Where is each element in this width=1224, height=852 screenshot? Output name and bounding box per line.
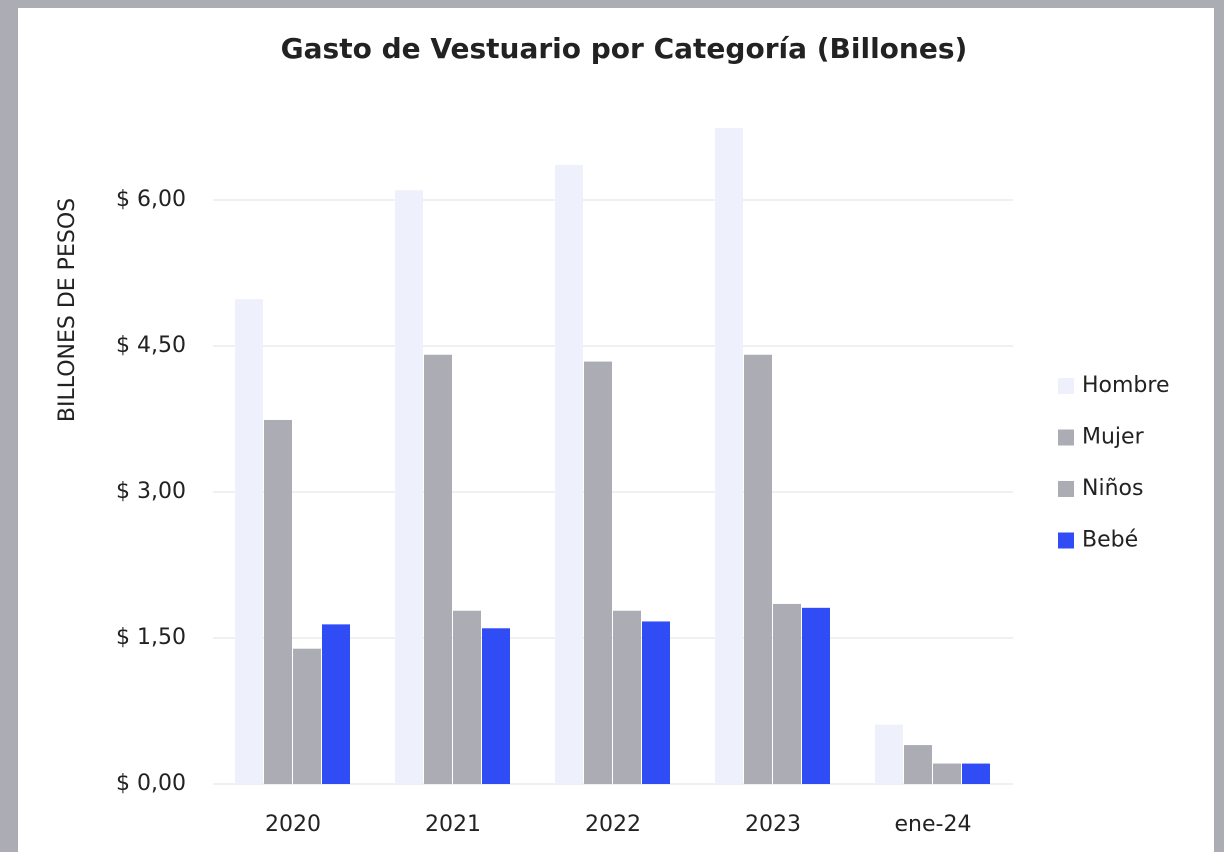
legend-label: Niños bbox=[1082, 476, 1143, 501]
x-tick-label: 2021 bbox=[425, 812, 481, 837]
bar bbox=[962, 763, 990, 784]
x-tick-label: 2022 bbox=[585, 812, 641, 837]
bar bbox=[264, 419, 292, 784]
x-tick-label: ene-24 bbox=[895, 812, 972, 837]
bar bbox=[802, 607, 830, 784]
x-tick-label: 2023 bbox=[745, 812, 801, 837]
bar bbox=[584, 361, 612, 784]
legend-swatch bbox=[1058, 429, 1074, 446]
bar bbox=[555, 164, 583, 784]
bar bbox=[322, 624, 350, 784]
bar bbox=[395, 190, 423, 784]
bar bbox=[875, 724, 903, 784]
legend-label: Mujer bbox=[1082, 425, 1145, 450]
bar bbox=[482, 628, 510, 784]
y-axis-label: BILLONES DE PESOS bbox=[55, 198, 80, 422]
bar bbox=[744, 354, 772, 784]
bar bbox=[642, 621, 670, 784]
bar bbox=[715, 127, 743, 785]
y-tick-label: $ 3,00 bbox=[116, 479, 186, 504]
legend-label: Hombre bbox=[1082, 373, 1170, 398]
y-tick-label: $ 1,50 bbox=[116, 625, 186, 650]
bar bbox=[424, 354, 452, 784]
bar bbox=[613, 610, 641, 784]
legend-swatch bbox=[1058, 532, 1074, 549]
bar bbox=[773, 603, 801, 784]
x-tick-label: 2020 bbox=[265, 812, 321, 837]
chart-title: Gasto de Vestuario por Categoría (Billon… bbox=[281, 32, 968, 65]
bar bbox=[933, 763, 961, 784]
legend-swatch bbox=[1058, 378, 1074, 394]
bar bbox=[293, 648, 321, 784]
bar bbox=[904, 745, 932, 784]
y-tick-label: $ 6,00 bbox=[116, 187, 186, 212]
legend-swatch bbox=[1058, 481, 1074, 497]
bar bbox=[453, 610, 481, 784]
legend-label: Bebé bbox=[1082, 528, 1138, 553]
y-tick-label: $ 0,00 bbox=[116, 771, 186, 796]
bar bbox=[235, 299, 263, 784]
y-tick-label: $ 4,50 bbox=[116, 333, 186, 358]
